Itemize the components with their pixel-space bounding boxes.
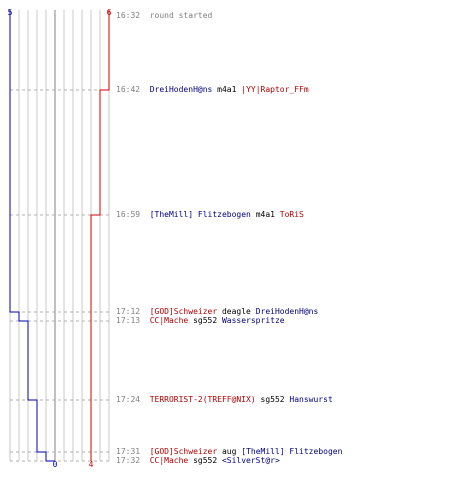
event-time: 16:59 (116, 210, 150, 219)
player-red: TERRORIST-2(TREFF@NIX) (149, 395, 256, 404)
player-blue: <SilverSt@r> (221, 456, 280, 465)
player-red: CC|Mache (149, 456, 189, 465)
event-text: m4a1 (250, 210, 280, 219)
kill-log-row: 17:12 [GOD]Schweizer deagle DreiHodenH@n… (116, 307, 318, 316)
kill-log-row: 17:31 [GOD]Schweizer aug [TheMill] Flitz… (116, 447, 342, 456)
event-text: round started (149, 11, 213, 20)
kill-log-row: 16:59 [TheMill] Flitzebogen m4a1 ToRiS (116, 210, 304, 219)
kill-log-row: 16:42 DreiHodenH@ns m4a1 |YY|Raptor_FFm (116, 85, 309, 94)
player-blue: Hanswurst (289, 395, 333, 404)
player-blue: [TheMill] Flitzebogen (149, 210, 251, 219)
player-blue: [TheMill] Flitzebogen (241, 447, 343, 456)
event-time: 17:13 (116, 316, 150, 325)
player-red: CC|Mache (149, 316, 189, 325)
blue-team-alive-line (9, 10, 55, 462)
player-blue: Wasserspritze (221, 316, 285, 325)
event-text: deagle (217, 307, 256, 316)
player-red: [GOD]Schweizer (149, 447, 218, 456)
event-time: 17:32 (116, 456, 150, 465)
event-text: aug (217, 447, 242, 456)
event-time: 16:32 (116, 11, 150, 20)
player-red: |YY|Raptor_FFm (241, 85, 309, 94)
player-blue: DreiHodenH@ns (255, 307, 319, 316)
event-text: m4a1 (212, 85, 242, 94)
event-text: sg552 (188, 456, 222, 465)
kill-log-row: 17:24 TERRORIST-2(TREFF@NIX) sg552 Hansw… (116, 395, 333, 404)
red-team-alive-line (90, 10, 110, 461)
kill-log-row: 17:13 CC|Mache sg552 Wasserspritze (116, 316, 285, 325)
kill-log-row: 16:32 round started (116, 11, 212, 20)
event-text: sg552 (188, 316, 222, 325)
event-text: sg552 (255, 395, 290, 404)
player-blue: DreiHodenH@ns (149, 85, 213, 94)
event-time: 17:31 (116, 447, 150, 456)
event-time: 17:12 (116, 307, 150, 316)
blue-start-count: 5 (8, 8, 13, 17)
player-red: [GOD]Schweizer (149, 307, 218, 316)
event-time: 16:42 (116, 85, 150, 94)
event-time: 17:24 (116, 395, 150, 404)
blue-end-count: 0 (53, 460, 58, 469)
red-start-count: 6 (107, 8, 112, 17)
red-end-count: 4 (89, 460, 94, 469)
kill-log-row: 17:32 CC|Mache sg552 <SilverSt@r> (116, 456, 280, 465)
player-red: ToRiS (279, 210, 304, 219)
